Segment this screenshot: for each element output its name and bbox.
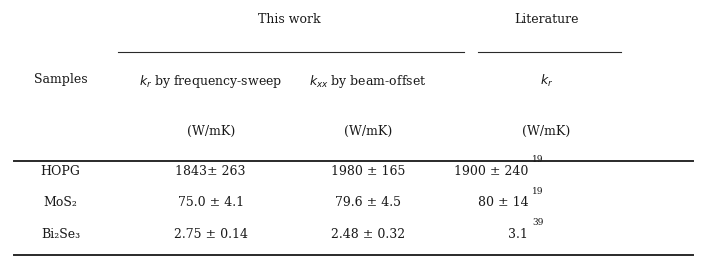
Text: 1843± 263: 1843± 263	[176, 165, 246, 178]
Text: 2.75 ± 0.14: 2.75 ± 0.14	[174, 228, 248, 240]
Text: 1900 ± 240: 1900 ± 240	[454, 165, 528, 178]
Text: 79.6 ± 4.5: 79.6 ± 4.5	[335, 196, 401, 209]
Text: Samples: Samples	[34, 73, 88, 86]
Text: 3.1: 3.1	[508, 228, 528, 240]
Text: $k_r$: $k_r$	[540, 73, 553, 89]
Text: $k_{xx}$ by beam-offset: $k_{xx}$ by beam-offset	[309, 73, 426, 90]
Text: 1980 ± 165: 1980 ± 165	[331, 165, 405, 178]
Text: Literature: Literature	[514, 13, 578, 26]
Text: $k_r$ by frequency-sweep: $k_r$ by frequency-sweep	[139, 73, 282, 90]
Text: 80 ± 14: 80 ± 14	[478, 196, 528, 209]
Text: (W/mK): (W/mK)	[522, 125, 570, 138]
Text: Bi₂Se₃: Bi₂Se₃	[41, 228, 80, 240]
Text: 2.48 ± 0.32: 2.48 ± 0.32	[331, 228, 405, 240]
Text: MoS₂: MoS₂	[44, 196, 78, 209]
Text: 39: 39	[532, 218, 543, 227]
Text: 75.0 ± 4.1: 75.0 ± 4.1	[178, 196, 243, 209]
Text: 19: 19	[532, 155, 543, 164]
Text: 19: 19	[532, 187, 543, 196]
Text: This work: This work	[258, 13, 321, 26]
Text: (W/mK): (W/mK)	[343, 125, 392, 138]
Text: HOPG: HOPG	[41, 165, 81, 178]
Text: (W/mK): (W/mK)	[186, 125, 235, 138]
